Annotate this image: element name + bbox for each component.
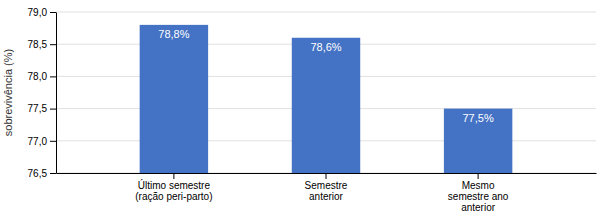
y-axis-title: sobrevivência (%): [2, 49, 14, 136]
x-tick-label-line: semestre ano: [448, 191, 509, 202]
bar: [292, 38, 360, 173]
grid-line: [56, 12, 596, 13]
x-tick-mark: [478, 173, 479, 179]
plot-area: 76,5 77,0 77,5 78,0 78,5 79,0 Último semestre(…: [2, 7, 597, 213]
y-tick: 79,0: [28, 7, 56, 18]
y-tick-label: 77,0: [28, 136, 48, 147]
bar: [140, 25, 208, 173]
x-tick-mark: [326, 173, 327, 179]
y-tick-mark: [50, 76, 56, 77]
x-tick: Mesmosemestre anoanterior: [448, 173, 509, 213]
data-label: 78,6%: [310, 41, 341, 53]
x-tick: Último semestre(ração peri-parto): [135, 173, 212, 202]
x-tick-label-line: anterior: [461, 202, 496, 213]
x-tick-label: Último semestre(ração peri-parto): [135, 179, 212, 202]
bar: [444, 109, 512, 173]
x-tick-label: Mesmosemestre anoanterior: [448, 180, 509, 213]
data-label: 77,5%: [463, 112, 494, 124]
y-tick: 78,5: [28, 39, 56, 50]
x-tick-label-line: anterior: [309, 191, 344, 202]
y-tick-mark: [50, 12, 56, 13]
x-tick-label-line: Semestre: [305, 180, 348, 191]
y-tick-mark: [50, 173, 56, 174]
y-tick: 76,5: [28, 168, 56, 179]
x-axis: Último semestre(ração peri-parto) Semestr…: [57, 173, 597, 213]
bars: [140, 25, 513, 173]
y-tick-mark: [50, 141, 56, 142]
y-tick-mark: [50, 44, 56, 45]
x-tick: Semestreanterior: [305, 173, 348, 202]
y-axis: 76,5 77,0 77,5 78,0 78,5 79,0: [28, 7, 57, 179]
y-tick: 78,0: [28, 71, 56, 82]
data-label: 78,8%: [158, 28, 189, 40]
y-tick-label: 79,0: [28, 7, 48, 18]
x-tick-label-line: Último semestre: [138, 179, 211, 191]
y-tick-label: 77,5: [28, 103, 48, 114]
y-axis-line: [56, 13, 57, 174]
y-tick-label: 76,5: [28, 168, 48, 179]
y-tick-label: 78,5: [28, 39, 48, 50]
chart-container: 76,5 77,0 77,5 78,0 78,5 79,0 Último semestre(…: [0, 0, 610, 221]
y-tick: 77,5: [28, 103, 56, 114]
chart-svg: 76,5 77,0 77,5 78,0 78,5 79,0 Último semestre(…: [0, 0, 610, 221]
data-labels: 78,8% 78,6% 77,5%: [158, 28, 494, 124]
y-tick-label: 78,0: [28, 71, 48, 82]
grid: [56, 12, 596, 173]
y-tick: 77,0: [28, 136, 56, 147]
x-tick-label-line: Mesmo: [462, 180, 495, 191]
x-tick-label-line: (ração peri-parto): [135, 191, 212, 202]
x-tick-label: Semestreanterior: [305, 180, 348, 202]
y-tick-mark: [50, 109, 56, 110]
x-tick-mark: [173, 173, 174, 179]
